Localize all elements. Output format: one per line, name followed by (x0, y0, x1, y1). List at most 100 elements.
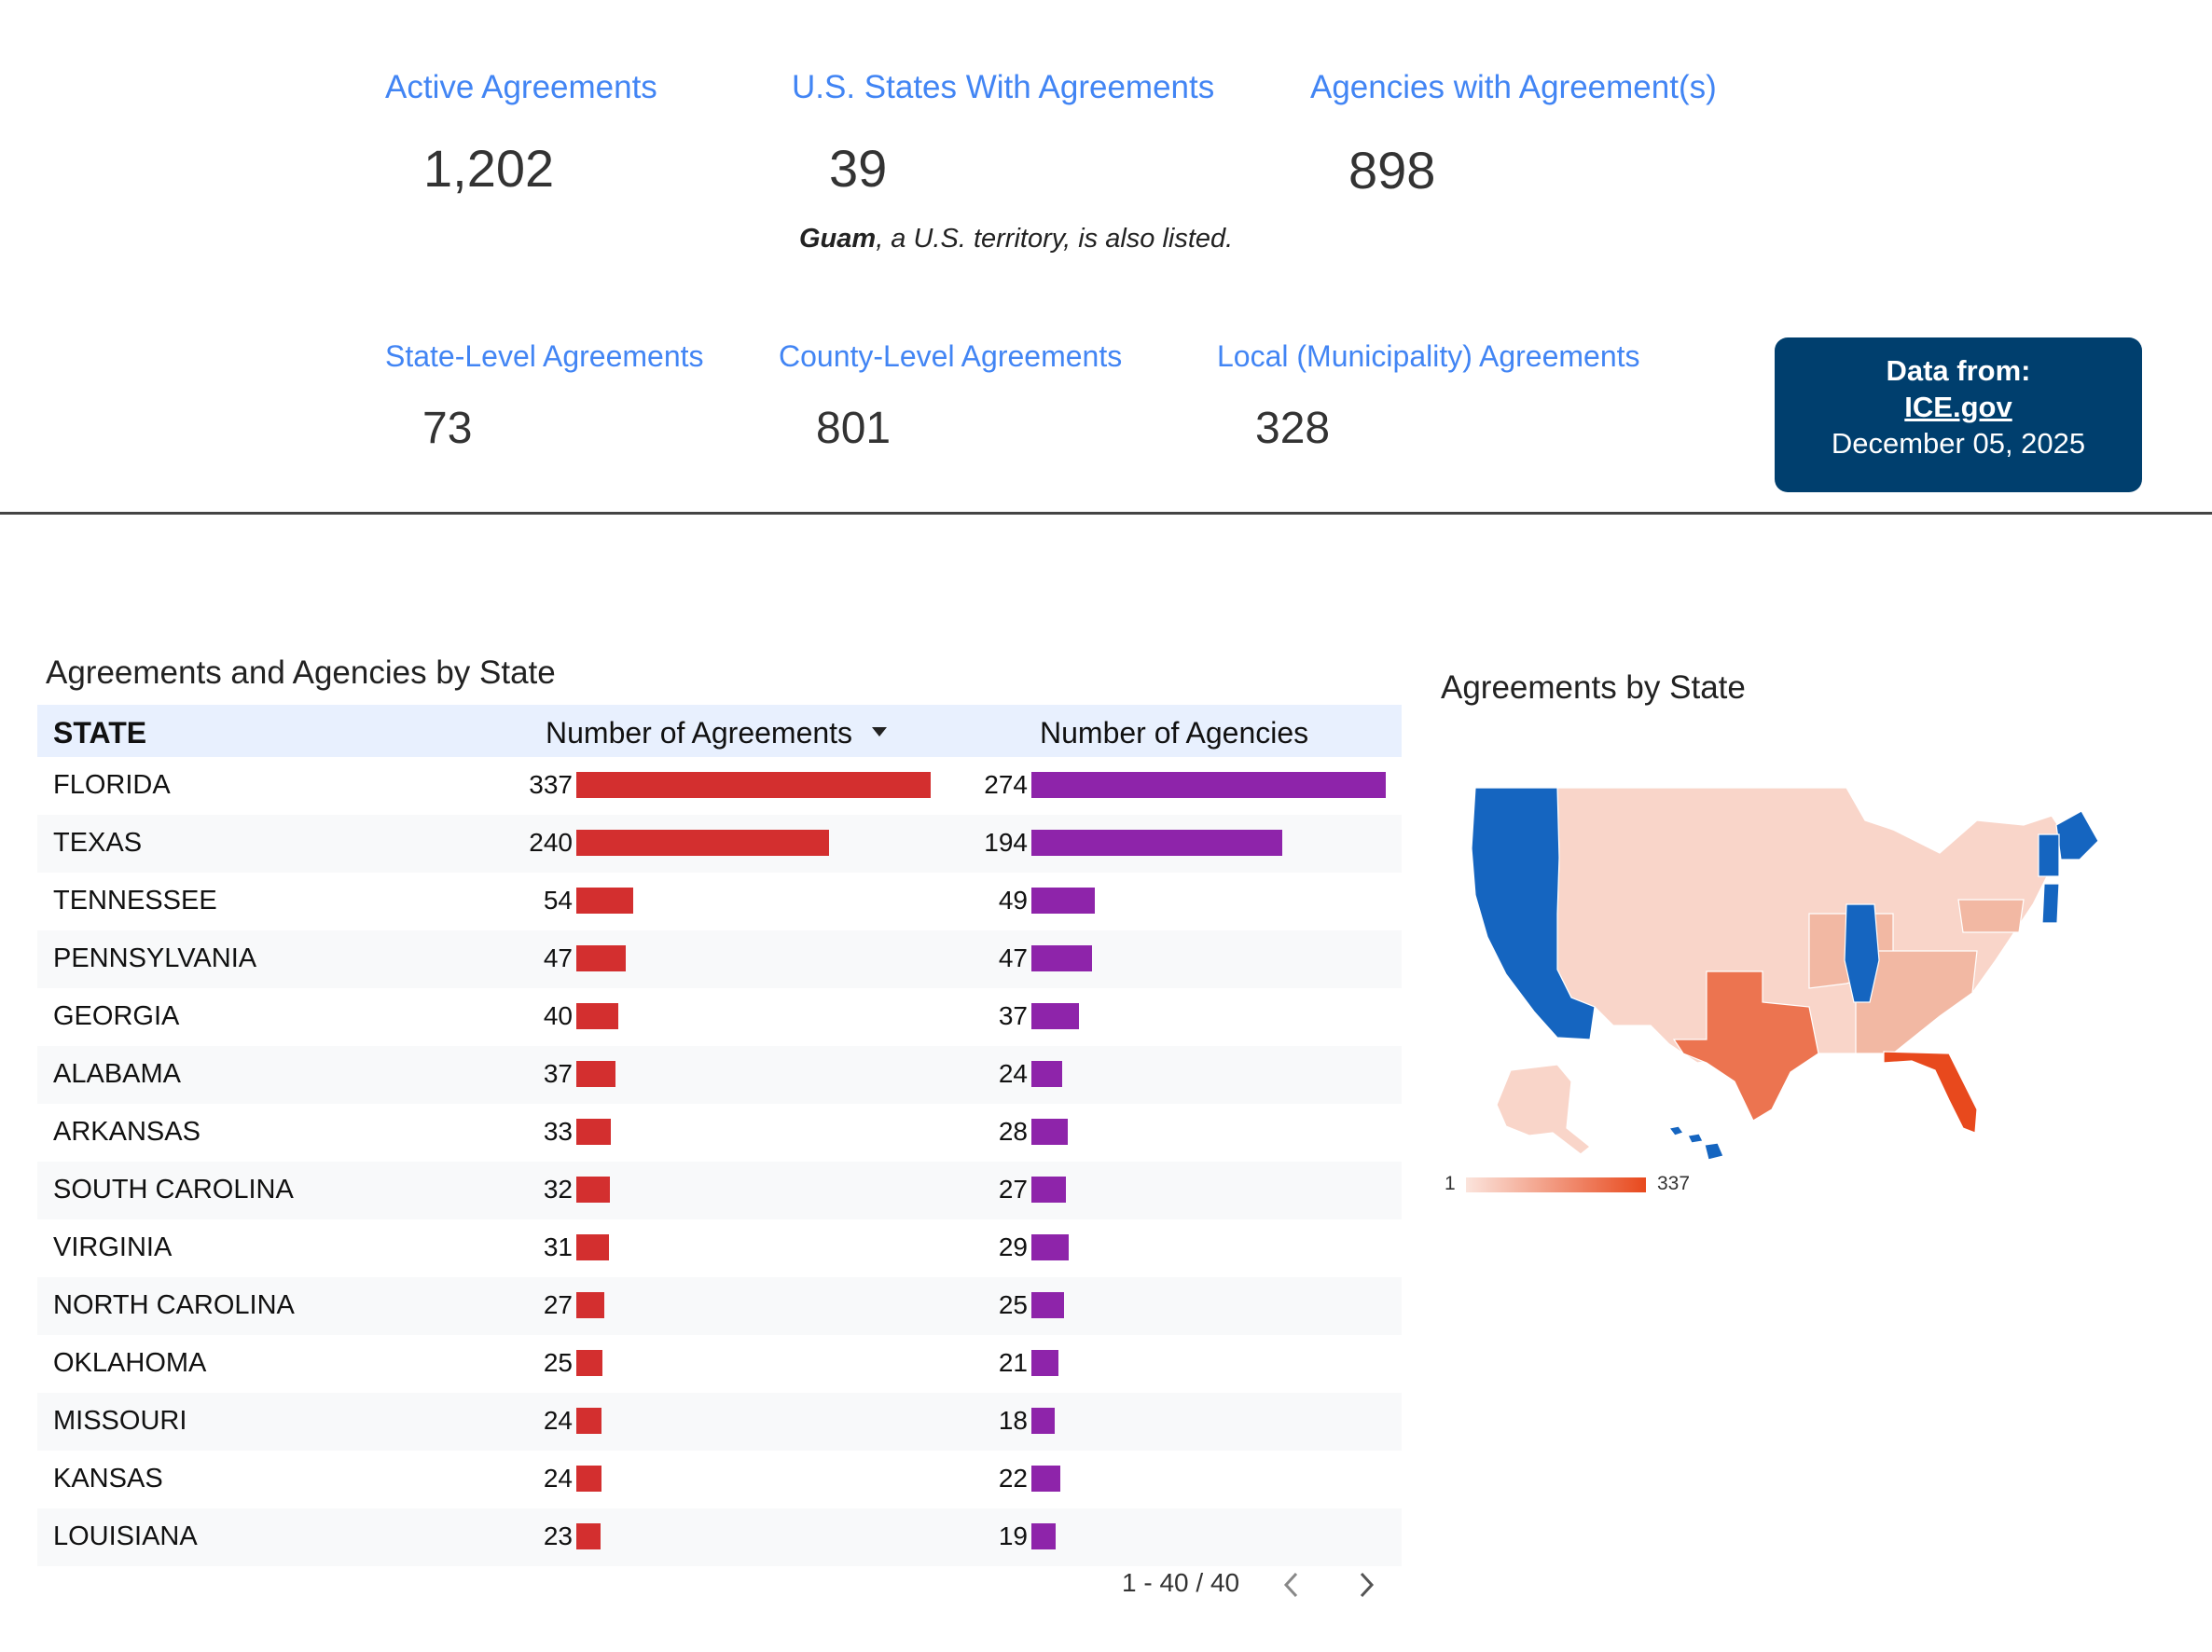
cell-state-name: OKLAHOMA (53, 1348, 207, 1378)
map-title: Agreements by State (1441, 669, 1746, 706)
guam-note: Guam, a U.S. territory, is also listed. (799, 224, 1233, 255)
agreements-bar (576, 1466, 601, 1492)
cell-agencies-value: 194 (984, 828, 1028, 857)
data-source-label: Data from: (1886, 354, 2031, 387)
table-row[interactable]: TEXAS 240 194 (37, 815, 1402, 873)
table-row[interactable]: FLORIDA 337 274 (37, 757, 1402, 815)
cell-state-name: PENNSYLVANIA (53, 943, 257, 973)
agreements-bar (576, 1408, 601, 1434)
map-legend-gradient (1466, 1177, 1646, 1192)
cell-agencies-value: 274 (984, 770, 1028, 799)
agencies-bar (1031, 1234, 1069, 1260)
agreements-table: STATE Number of Agreements Number of Age… (37, 705, 1402, 1566)
agreements-bar (576, 1292, 604, 1318)
table-row[interactable]: VIRGINIA 31 29 (37, 1219, 1402, 1277)
table-row[interactable]: OKLAHOMA 25 21 (37, 1335, 1402, 1393)
legend-min-value: 1 (1445, 1173, 1456, 1194)
table-row[interactable]: LOUISIANA 23 19 (37, 1508, 1402, 1566)
agreements-bar (576, 1523, 601, 1549)
local-level-agreements-value: 328 (1255, 404, 1331, 453)
table-row[interactable]: KANSAS 24 22 (37, 1451, 1402, 1508)
table-row[interactable]: PENNSYLVANIA 47 47 (37, 930, 1402, 988)
sort-desc-icon[interactable] (872, 727, 887, 737)
map-region-hawaii (1667, 1125, 1724, 1161)
map-region-illinois (1844, 903, 1880, 1003)
data-source-box: Data from: ICE.gov December 05, 2025 (1775, 337, 2142, 492)
table-row[interactable]: MISSOURI 24 18 (37, 1393, 1402, 1451)
cell-agencies-value: 21 (998, 1348, 1028, 1377)
data-source-date: December 05, 2025 (1831, 427, 2086, 460)
cell-state-name: KANSAS (53, 1464, 163, 1494)
cell-agreements-value: 40 (543, 1001, 573, 1030)
table-row[interactable]: TENNESSEE 54 49 (37, 873, 1402, 930)
table-row[interactable]: ALABAMA 37 24 (37, 1046, 1402, 1104)
cell-agencies-value: 29 (998, 1232, 1028, 1261)
agreements-bar (576, 1119, 611, 1145)
cell-agencies-value: 47 (998, 943, 1028, 972)
state-level-agreements-label: State-Level Agreements (385, 339, 704, 373)
map-region-west-coast (1471, 787, 1596, 1040)
cell-agencies-value: 22 (998, 1464, 1028, 1493)
cell-state-name: ALABAMA (53, 1059, 181, 1089)
table-body: FLORIDA 337 274 TEXAS 240 194 TENNESSEE 54 49 PEN… (37, 757, 1402, 1566)
guam-note-text: , a U.S. territory, is also listed. (876, 224, 1234, 254)
next-page-button[interactable] (1352, 1568, 1380, 1602)
table-row[interactable]: GEORGIA 40 37 (37, 988, 1402, 1046)
cell-agreements-value: 27 (543, 1290, 573, 1319)
states-with-agreements-value: 39 (829, 139, 888, 198)
pagination-label: 1 - 40 / 40 (1122, 1568, 1240, 1597)
us-choropleth-map[interactable] (1455, 774, 2126, 1184)
table-header: STATE Number of Agreements Number of Age… (37, 705, 1402, 757)
agencies-bar (1031, 830, 1282, 856)
cell-agencies-value: 19 (998, 1521, 1028, 1550)
map-region-new-jersey (2041, 883, 2060, 924)
cell-agreements-value: 24 (543, 1406, 573, 1435)
table-row[interactable]: ARKANSAS 33 28 (37, 1104, 1402, 1162)
county-level-agreements-value: 801 (816, 404, 892, 453)
cell-state-name: TEXAS (53, 828, 143, 858)
agencies-with-agreements-label: Agencies with Agreement(s) (1310, 69, 1717, 105)
cell-agreements-value: 24 (543, 1464, 573, 1493)
cell-agreements-value: 47 (543, 943, 573, 972)
active-agreements-value: 1,202 (423, 139, 555, 198)
ice-gov-link[interactable]: ICE.gov (1904, 391, 2012, 423)
section-divider (0, 512, 2212, 515)
cell-state-name: MISSOURI (53, 1406, 187, 1436)
agencies-bar (1031, 1408, 1055, 1434)
chevron-right-icon (1360, 1572, 1375, 1598)
prev-page-button[interactable] (1278, 1568, 1306, 1602)
cell-agreements-value: 31 (543, 1232, 573, 1261)
col-header-agencies[interactable]: Number of Agencies (1040, 716, 1309, 750)
agencies-bar (1031, 888, 1095, 914)
agencies-bar (1031, 1003, 1079, 1029)
agreements-bar (576, 1003, 618, 1029)
cell-agreements-value: 37 (543, 1059, 573, 1088)
agreements-bar (576, 888, 633, 914)
cell-state-name: TENNESSEE (53, 886, 217, 915)
cell-agreements-value: 32 (543, 1175, 573, 1204)
agreements-bar (576, 1061, 615, 1087)
table-row[interactable]: SOUTH CAROLINA 32 27 (37, 1162, 1402, 1219)
agencies-bar (1031, 1466, 1060, 1492)
table-title: Agreements and Agencies by State (46, 654, 556, 691)
table-row[interactable]: NORTH CAROLINA 27 25 (37, 1277, 1402, 1335)
agreements-bar (576, 945, 626, 971)
cell-state-name: SOUTH CAROLINA (53, 1175, 294, 1205)
state-level-agreements-value: 73 (422, 404, 473, 453)
agencies-bar (1031, 1061, 1062, 1087)
cell-agreements-value: 337 (529, 770, 573, 799)
map-region-alaska (1496, 1064, 1591, 1155)
col-header-state[interactable]: STATE (53, 716, 147, 750)
chevron-left-icon (1283, 1572, 1298, 1598)
agencies-bar (1031, 945, 1092, 971)
cell-agencies-value: 28 (998, 1117, 1028, 1146)
col-header-agreements[interactable]: Number of Agreements (546, 716, 853, 750)
cell-agreements-value: 54 (543, 886, 573, 915)
map-region-florida (1883, 1051, 1978, 1134)
cell-agreements-value: 25 (543, 1348, 573, 1377)
active-agreements-label: Active Agreements (385, 69, 657, 105)
cell-agreements-value: 23 (543, 1521, 573, 1550)
local-level-agreements-label: Local (Municipality) Agreements (1217, 339, 1640, 373)
agencies-bar (1031, 1177, 1066, 1203)
cell-state-name: VIRGINIA (53, 1232, 173, 1262)
